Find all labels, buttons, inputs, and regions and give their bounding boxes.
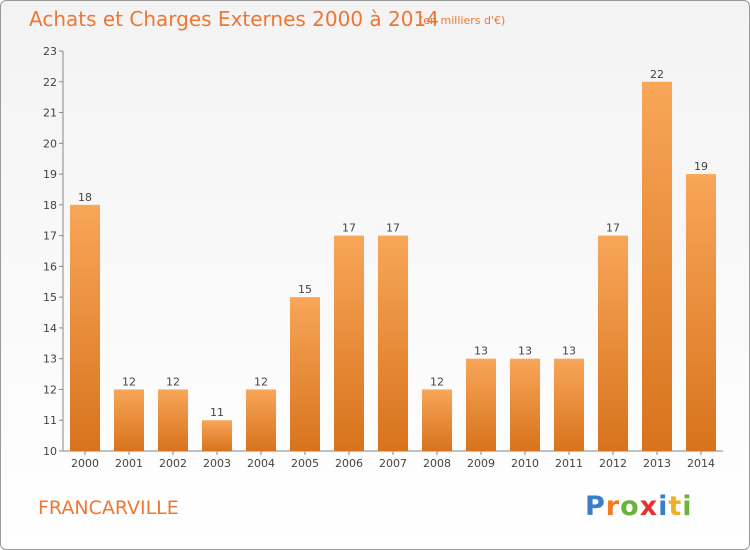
bar — [70, 205, 100, 451]
bar-chart: 10 11 12 13 14 15 16 17 18 19 20 21 22 23 18 2000 12 200… — [1, 1, 749, 549]
y-tick-label: 16 — [43, 260, 57, 273]
x-tick-label: 2013 — [643, 457, 671, 470]
proxiti-logo: Proxiti — [585, 491, 693, 522]
x-tick-label: 2007 — [379, 457, 407, 470]
logo-letter: r — [606, 491, 620, 522]
x-tick-label: 2009 — [467, 457, 495, 470]
y-tick-label: 15 — [43, 291, 57, 304]
x-tick-label: 2006 — [335, 457, 363, 470]
bar — [642, 82, 672, 451]
data-label: 17 — [386, 222, 400, 235]
bar — [378, 236, 408, 451]
data-label: 11 — [210, 406, 224, 419]
bar — [686, 174, 716, 451]
chart-frame: Achats et Charges Externes 2000 à 2014 (… — [0, 0, 750, 550]
y-tick-label: 18 — [43, 199, 57, 212]
logo-letter: o — [620, 491, 640, 522]
y-tick-label: 23 — [43, 45, 57, 58]
data-label: 17 — [342, 222, 356, 235]
bar — [246, 389, 276, 451]
x-tick-label: 2014 — [687, 457, 715, 470]
y-tick-label: 10 — [43, 445, 57, 458]
x-tick-label: 2004 — [247, 457, 275, 470]
data-label: 13 — [562, 345, 576, 358]
data-label: 15 — [298, 283, 312, 296]
data-label: 18 — [78, 191, 92, 204]
city-name: FRANCARVILLE — [38, 497, 179, 519]
y-tick-label: 22 — [43, 76, 57, 89]
x-tick-label: 2000 — [71, 457, 99, 470]
x-tick-label: 2011 — [555, 457, 583, 470]
x-tick-label: 2001 — [115, 457, 143, 470]
bar — [466, 359, 496, 451]
bar — [554, 359, 584, 451]
y-tick-label: 12 — [43, 383, 57, 396]
data-label: 17 — [606, 222, 620, 235]
x-tick-label: 2002 — [159, 457, 187, 470]
bar — [422, 389, 452, 451]
y-tick-label: 20 — [43, 137, 57, 150]
logo-letter: i — [658, 491, 668, 522]
logo-letter: t — [668, 491, 682, 522]
bar — [598, 236, 628, 451]
y-tick-label: 21 — [43, 107, 57, 120]
x-tick-label: 2012 — [599, 457, 627, 470]
y-tick-label: 13 — [43, 353, 57, 366]
data-label: 13 — [518, 345, 532, 358]
data-label: 19 — [694, 160, 708, 173]
y-tick-label: 14 — [43, 322, 57, 335]
data-label: 22 — [650, 68, 664, 81]
bar — [510, 359, 540, 451]
x-tick-label: 2005 — [291, 457, 319, 470]
y-tick-label: 11 — [43, 414, 57, 427]
bar — [334, 236, 364, 451]
x-tick-label: 2008 — [423, 457, 451, 470]
bar — [158, 389, 188, 451]
data-label: 12 — [254, 375, 268, 388]
bar — [114, 389, 144, 451]
data-label: 12 — [430, 375, 444, 388]
data-label: 12 — [166, 375, 180, 388]
y-tick-label: 17 — [43, 230, 57, 243]
y-tick-label: 19 — [43, 168, 57, 181]
logo-letter: i — [682, 491, 692, 522]
x-tick-label: 2010 — [511, 457, 539, 470]
x-tick-label: 2003 — [203, 457, 231, 470]
bars — [70, 82, 716, 451]
data-label: 12 — [122, 375, 136, 388]
data-label: 13 — [474, 345, 488, 358]
bar — [202, 420, 232, 451]
bar — [290, 297, 320, 451]
logo-letter: x — [640, 491, 658, 522]
logo-letter: P — [585, 491, 606, 522]
